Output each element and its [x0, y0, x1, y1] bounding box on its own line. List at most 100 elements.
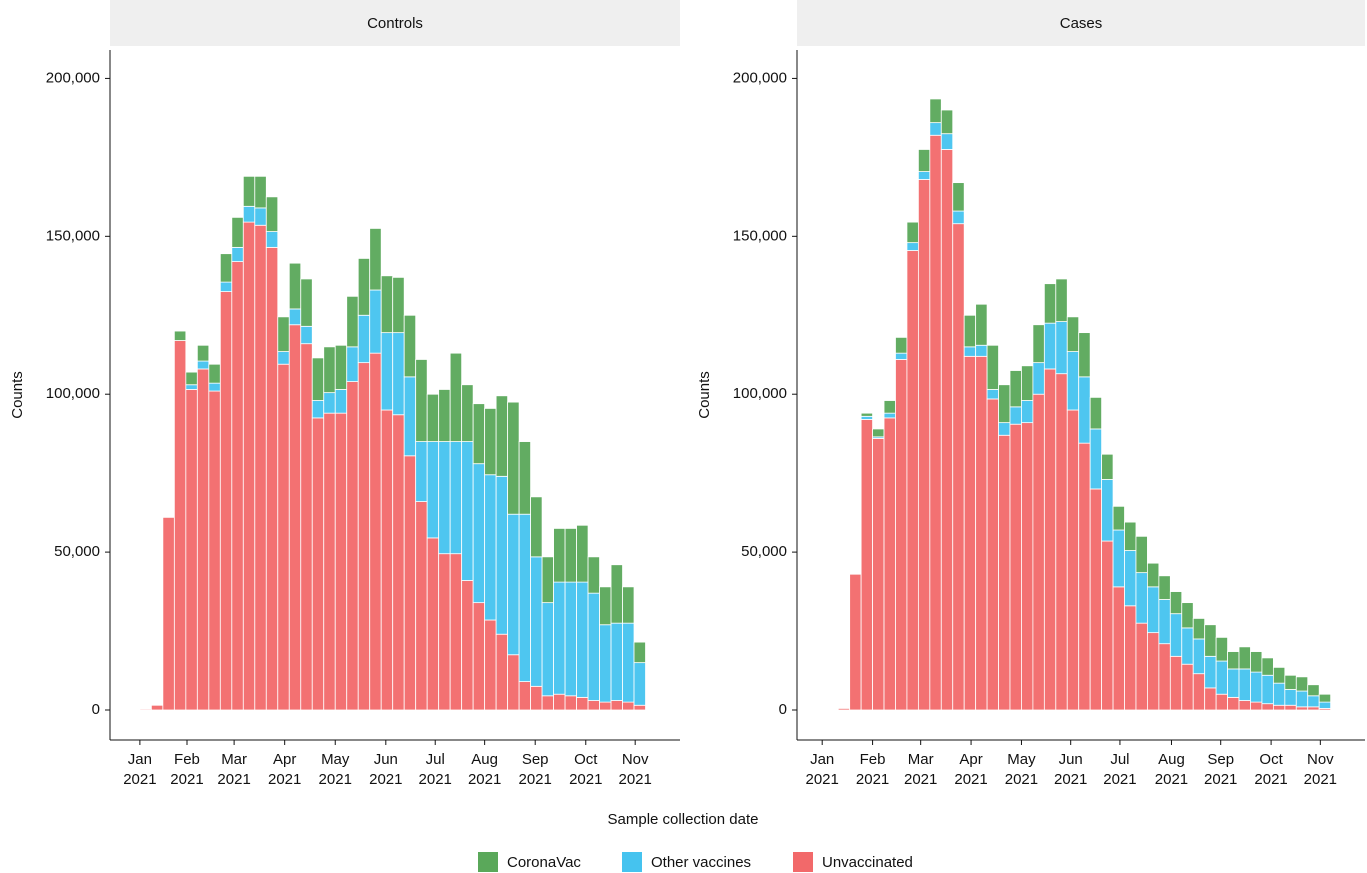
bar-segment — [1307, 706, 1320, 711]
bar-segment — [564, 581, 577, 697]
bar-segment — [940, 149, 954, 711]
bar-segment — [254, 207, 267, 226]
bar-segment — [975, 344, 988, 357]
x-tick-label: Aug 2021 — [1154, 751, 1189, 788]
bar-segment — [346, 295, 359, 348]
bar-segment — [300, 278, 313, 327]
bar-segment — [1032, 362, 1045, 395]
bar-segment — [1284, 674, 1297, 690]
bar-segment — [1147, 562, 1160, 588]
bar-segment — [1021, 422, 1034, 711]
bar-segment — [1307, 684, 1320, 697]
bar-segment — [1078, 442, 1091, 711]
bar-segment — [622, 586, 635, 624]
bar-segment — [357, 314, 371, 364]
bar-segment — [587, 592, 600, 701]
bar-segment — [895, 352, 908, 360]
bar-segment — [1147, 586, 1160, 634]
bar-segment — [1043, 283, 1057, 324]
bar-segment — [837, 708, 851, 711]
bar-segment — [334, 344, 348, 390]
bar-segment — [929, 98, 942, 124]
bar-segment — [1261, 703, 1274, 711]
bar-segment — [553, 528, 566, 583]
bar-segment — [1181, 663, 1194, 711]
bar-segment — [1055, 321, 1068, 375]
bar-segment — [484, 474, 497, 621]
bar-segment — [392, 332, 405, 416]
bar-segment — [1169, 613, 1183, 657]
bar-segment — [1215, 660, 1228, 695]
bar-segment — [277, 363, 290, 711]
bar-segment — [872, 438, 885, 711]
bar-segment — [1307, 695, 1320, 708]
bar-segment — [380, 275, 394, 334]
bar-segment — [530, 496, 543, 558]
legend-label: CoronaVac — [507, 854, 581, 871]
bar-segment — [357, 362, 371, 711]
bar-segment — [173, 340, 187, 711]
bar-segment — [576, 581, 589, 698]
bar-segment — [906, 242, 919, 251]
x-tick-label: Apr 2021 — [954, 751, 988, 788]
bar-segment — [495, 475, 509, 635]
bar-segment — [1089, 428, 1103, 490]
bar-segment — [1124, 550, 1137, 607]
bar-segment — [219, 281, 233, 292]
bar-segment — [1066, 409, 1080, 711]
bar-segment — [1295, 706, 1309, 711]
bar-segment — [1043, 368, 1057, 711]
bar-segment — [1295, 676, 1309, 692]
bar-segment — [1181, 602, 1194, 629]
bar-segment — [323, 392, 336, 414]
bar-segment — [1169, 591, 1183, 615]
bar-segment — [1032, 324, 1045, 364]
bar-segment — [599, 586, 612, 626]
bar-segment — [231, 261, 244, 711]
bar-segment — [986, 398, 999, 711]
bar-segment — [1135, 535, 1148, 574]
bar-segment — [461, 441, 474, 581]
bar-segment — [1135, 622, 1148, 711]
x-tick-label: Jul 2021 — [418, 751, 452, 788]
legend-label: Unvaccinated — [822, 854, 913, 871]
bar-segment — [518, 513, 532, 682]
bar-segment — [1078, 332, 1091, 378]
bar-segment — [484, 619, 497, 711]
bar-segment — [300, 325, 313, 345]
bar-segment — [860, 419, 873, 711]
bar-segment — [231, 246, 244, 262]
bar-segment — [940, 133, 954, 150]
legend-swatch — [793, 852, 813, 872]
legend-label: Other vaccines — [651, 854, 751, 871]
bar-segment — [1261, 674, 1274, 705]
bar-segment — [952, 182, 965, 212]
bar-segment — [242, 205, 256, 223]
bar-segment — [1021, 365, 1034, 401]
bar-segment — [1009, 423, 1022, 711]
bar-segment — [917, 149, 931, 172]
bar-segment — [369, 228, 382, 291]
bar-segment — [300, 343, 313, 711]
x-tick-label: Apr 2021 — [267, 751, 302, 788]
bar-segment — [403, 314, 417, 378]
bar-segment — [599, 701, 612, 711]
bar-segment — [415, 359, 428, 442]
bar-segment — [472, 403, 486, 465]
bar-segment — [369, 352, 382, 711]
bar-segment — [1055, 278, 1068, 322]
bar-segment — [208, 382, 221, 392]
bar-segment — [906, 250, 919, 711]
bar-segment — [929, 134, 942, 711]
bar-segment — [449, 441, 463, 555]
bar-segment — [403, 455, 417, 711]
bar-segment — [1089, 488, 1103, 711]
bar-segment — [426, 393, 440, 442]
facet-strip — [110, 0, 680, 46]
bar-segment — [963, 355, 977, 711]
bar-segment — [576, 696, 589, 711]
bar-segment — [975, 355, 988, 711]
bar-segment — [610, 700, 623, 711]
x-tick-label: Feb 2021 — [170, 751, 204, 788]
bar-segment — [917, 171, 931, 180]
